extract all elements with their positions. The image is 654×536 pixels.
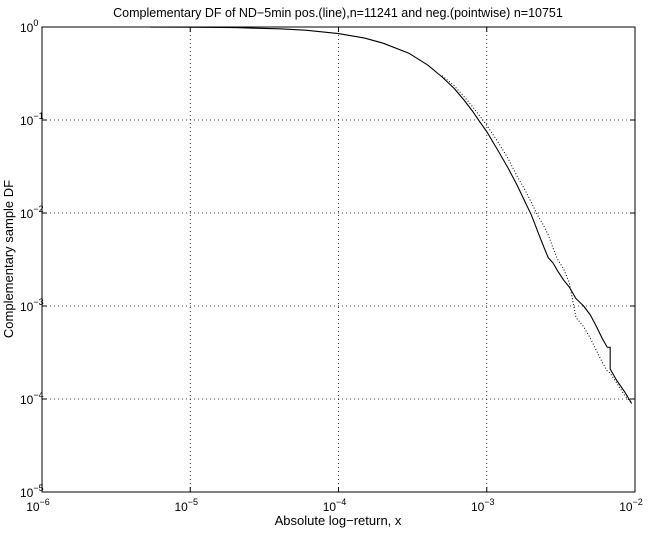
x-tick-label: 10−5 (174, 497, 198, 514)
y-tick-label: 10−5 (20, 483, 44, 500)
y-tick-label: 10−4 (20, 390, 44, 407)
y-axis-label: Complementary sample DF (1, 180, 16, 338)
series-layer (150, 26, 633, 404)
y-tick-label: 100 (20, 18, 38, 35)
x-tick-label: 10−3 (471, 497, 495, 514)
y-tick-label: 10−2 (20, 204, 44, 221)
series-positive-line (150, 26, 633, 404)
ticks (41, 26, 636, 493)
x-tick-label: 10−4 (323, 497, 347, 514)
y-tick-label: 10−3 (20, 297, 44, 314)
y-tick-label: 10−1 (20, 111, 44, 128)
x-axis-label: Absolute log−return, x (275, 513, 402, 528)
x-tick-label: 10−6 (26, 497, 50, 514)
chart-title: Complementary DF of ND−5min pos.(line),n… (113, 6, 563, 20)
grid (42, 27, 635, 492)
x-tick-label: 10−2 (619, 497, 643, 514)
tick-labels: 10−6 10−5 10−4 10−3 10−210−510−410−310−210−1… (20, 18, 643, 514)
